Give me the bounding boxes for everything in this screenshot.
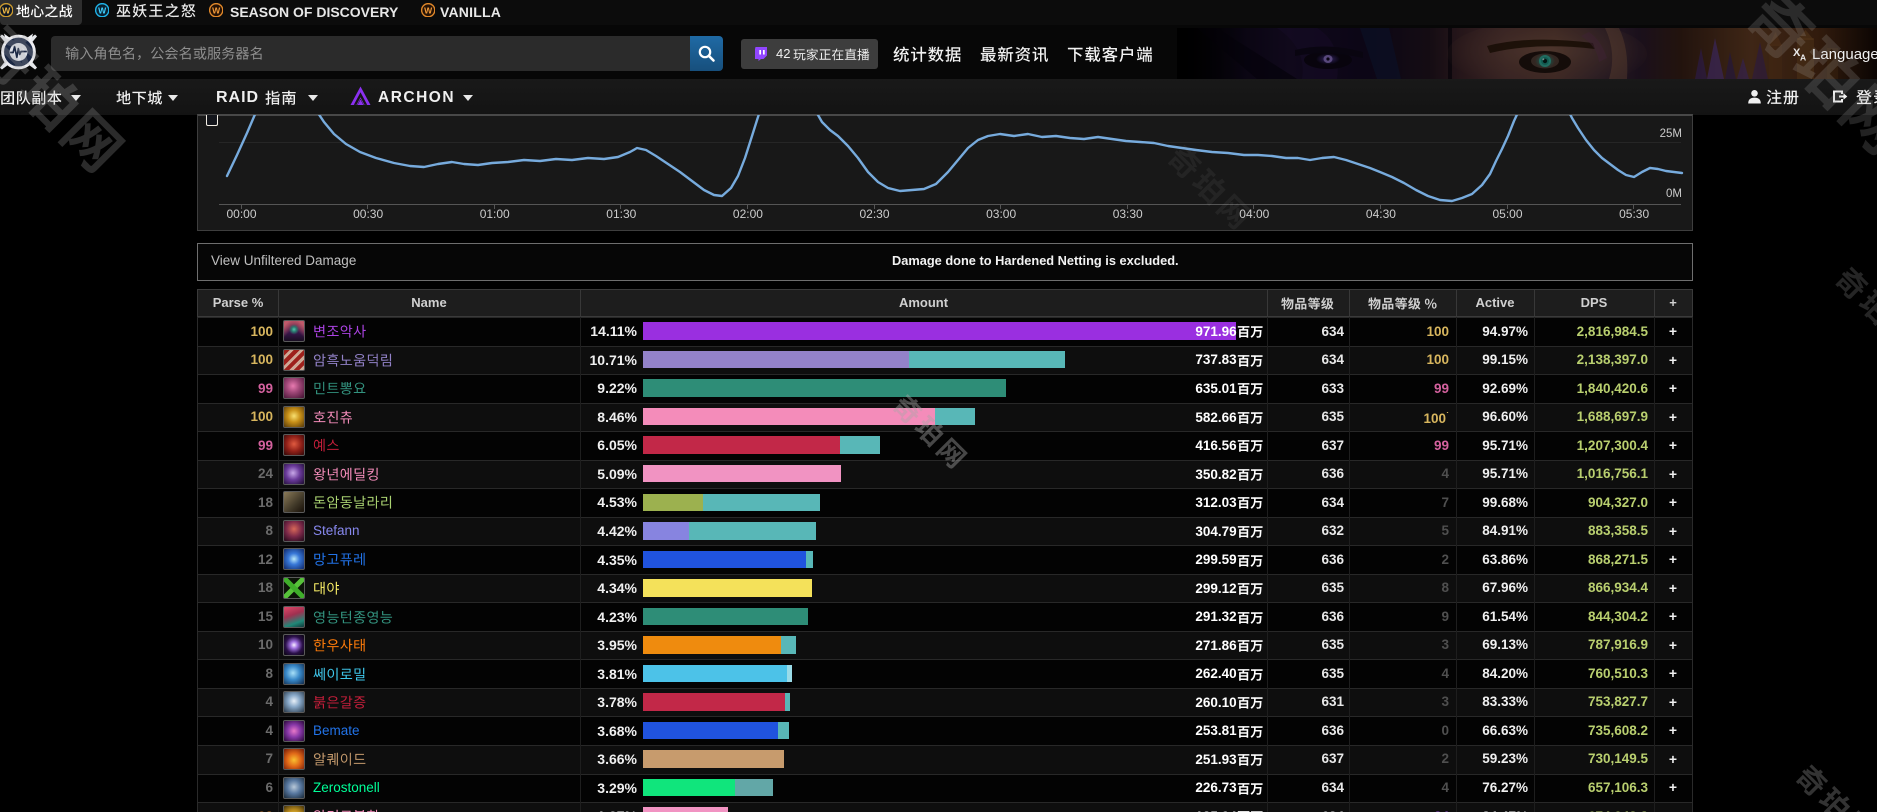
- svg-text:X: X: [1793, 47, 1801, 59]
- svg-text:W: W: [2, 5, 11, 15]
- svg-text:W: W: [212, 5, 221, 15]
- svg-text:W: W: [424, 5, 433, 15]
- svg-text:A: A: [1800, 53, 1806, 62]
- svg-text:W: W: [98, 5, 107, 15]
